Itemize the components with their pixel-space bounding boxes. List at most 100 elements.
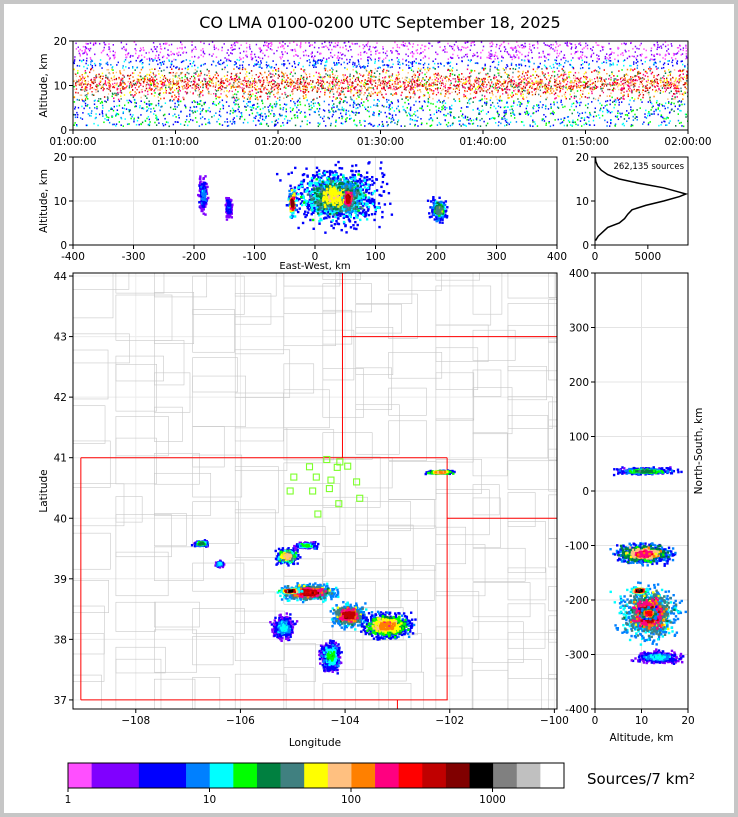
time-altitude-source bbox=[565, 97, 568, 100]
time-altitude-source bbox=[485, 113, 488, 115]
time-altitude-source bbox=[274, 123, 276, 126]
time-altitude-source bbox=[610, 122, 612, 125]
time-altitude-source bbox=[378, 114, 380, 117]
time-altitude-source bbox=[270, 91, 272, 94]
time-altitude-source bbox=[375, 82, 377, 84]
time-altitude-source bbox=[365, 98, 368, 100]
time-altitude-source bbox=[442, 107, 444, 110]
time-altitude-source bbox=[347, 49, 350, 52]
time-altitude-source bbox=[108, 43, 110, 45]
time-altitude-source bbox=[449, 65, 451, 67]
time-altitude-source bbox=[317, 59, 320, 61]
time-altitude-source bbox=[508, 97, 511, 99]
time-altitude-source bbox=[271, 66, 273, 68]
time-altitude-source bbox=[517, 90, 520, 93]
time-altitude-source bbox=[302, 69, 305, 72]
time-altitude-source bbox=[161, 61, 164, 63]
time-altitude-source bbox=[458, 100, 461, 103]
time-altitude-source bbox=[454, 74, 456, 76]
time-altitude-source bbox=[267, 45, 270, 48]
time-altitude-source bbox=[644, 60, 646, 63]
time-altitude-source bbox=[424, 68, 426, 71]
time-altitude-source bbox=[670, 80, 672, 82]
time-altitude-source bbox=[114, 82, 116, 85]
time-altitude-source bbox=[616, 75, 619, 77]
time-altitude-source bbox=[169, 72, 172, 74]
time-altitude-source bbox=[133, 119, 135, 121]
time-altitude-source bbox=[458, 48, 460, 51]
time-altitude-source bbox=[674, 105, 676, 108]
time-altitude-source bbox=[437, 72, 439, 75]
time-altitude-source bbox=[359, 121, 361, 124]
time-altitude-source bbox=[432, 103, 434, 105]
time-altitude-source bbox=[417, 83, 419, 86]
time-altitude-source bbox=[440, 75, 443, 77]
time-altitude-source bbox=[336, 57, 338, 59]
time-altitude-source bbox=[305, 84, 307, 87]
time-altitude-source bbox=[660, 77, 662, 80]
time-altitude-source bbox=[653, 45, 656, 47]
time-altitude-source bbox=[513, 100, 515, 103]
time-altitude-source bbox=[527, 82, 529, 84]
time-altitude-source bbox=[596, 76, 598, 78]
time-altitude-source bbox=[651, 58, 653, 61]
time-altitude-source bbox=[217, 79, 220, 82]
time-altitude-source bbox=[136, 83, 138, 85]
time-altitude-source bbox=[572, 119, 574, 122]
time-altitude-source bbox=[658, 87, 660, 90]
time-altitude-source bbox=[603, 69, 606, 71]
time-altitude-source bbox=[164, 77, 167, 80]
time-altitude-source bbox=[183, 124, 186, 126]
time-altitude-source bbox=[502, 56, 504, 59]
time-altitude-source bbox=[92, 69, 95, 72]
time-altitude-source bbox=[266, 49, 268, 51]
time-altitude-source bbox=[164, 86, 167, 89]
time-altitude-source bbox=[595, 115, 598, 117]
time-altitude-source bbox=[285, 108, 288, 111]
time-altitude-source bbox=[675, 81, 678, 84]
time-altitude-source bbox=[111, 116, 113, 118]
time-altitude-source bbox=[338, 80, 341, 83]
time-altitude-source bbox=[102, 107, 104, 109]
time-altitude-source bbox=[408, 67, 411, 69]
time-altitude-source bbox=[226, 95, 228, 98]
time-altitude-source bbox=[157, 57, 159, 60]
time-altitude-source bbox=[621, 123, 624, 126]
time-altitude-source bbox=[168, 59, 170, 61]
time-altitude-source bbox=[523, 59, 526, 62]
time-altitude-source bbox=[636, 118, 638, 121]
time-altitude-source bbox=[472, 86, 474, 88]
time-altitude-source bbox=[258, 78, 260, 81]
time-altitude-source bbox=[269, 48, 272, 50]
time-altitude-source bbox=[326, 89, 328, 91]
time-altitude-source bbox=[236, 66, 238, 68]
time-altitude-source bbox=[521, 80, 524, 83]
time-altitude-source bbox=[429, 67, 431, 70]
time-altitude-source bbox=[148, 118, 151, 121]
time-altitude-source bbox=[333, 84, 335, 86]
time-altitude-source bbox=[203, 103, 205, 106]
time-altitude-source bbox=[651, 84, 654, 86]
time-altitude-source bbox=[294, 114, 296, 116]
time-altitude-source bbox=[388, 103, 390, 106]
time-altitude-source bbox=[200, 49, 202, 52]
time-altitude-source bbox=[373, 104, 375, 107]
time-altitude-source bbox=[647, 123, 650, 126]
time-altitude-source bbox=[625, 73, 628, 76]
time-altitude-source bbox=[614, 84, 616, 86]
time-altitude-source bbox=[364, 125, 366, 127]
time-altitude-source bbox=[259, 63, 261, 66]
time-altitude-source bbox=[208, 53, 211, 56]
time-altitude-source bbox=[566, 42, 568, 45]
time-altitude-source bbox=[257, 91, 259, 94]
time-altitude-source bbox=[340, 81, 342, 84]
time-altitude-source bbox=[626, 57, 629, 60]
time-altitude-source bbox=[547, 58, 550, 61]
time-altitude-source bbox=[449, 75, 451, 77]
time-altitude-source bbox=[417, 77, 419, 80]
time-altitude-source bbox=[391, 120, 393, 123]
time-altitude-source bbox=[232, 48, 235, 51]
time-altitude-source bbox=[341, 115, 344, 118]
time-altitude-source bbox=[439, 82, 441, 85]
time-altitude-source bbox=[255, 108, 257, 110]
